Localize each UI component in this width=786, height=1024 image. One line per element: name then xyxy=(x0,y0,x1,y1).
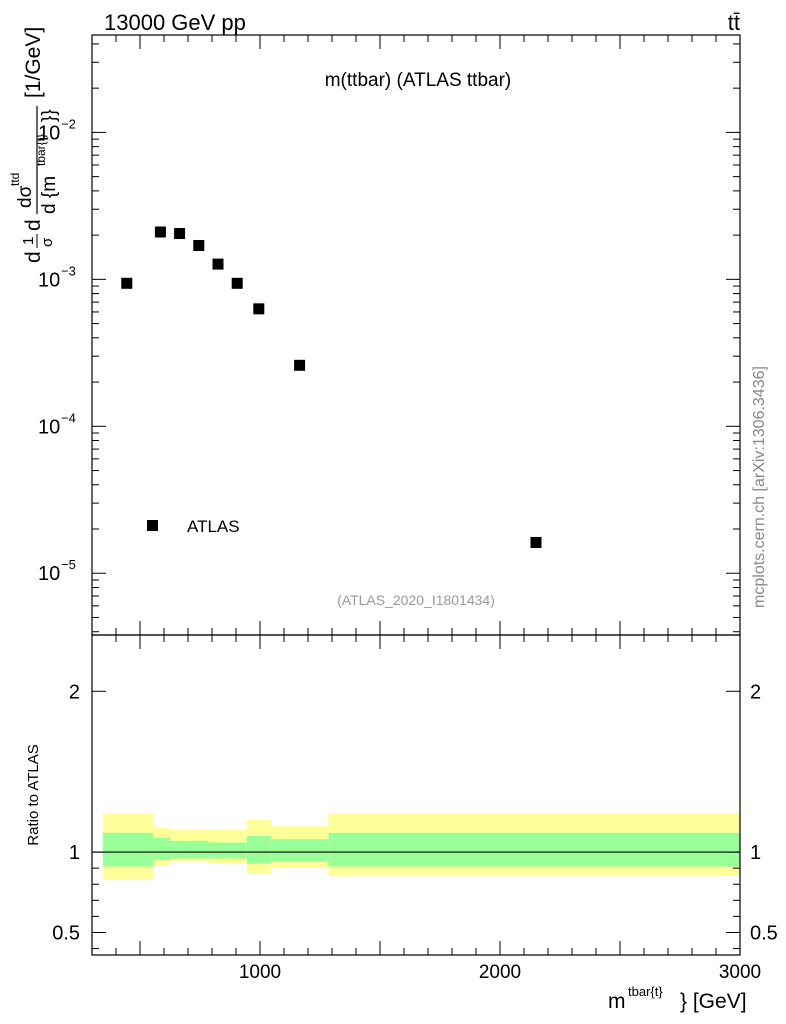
ratio-band-inner xyxy=(328,832,740,867)
ratio-band-inner xyxy=(208,842,228,859)
ratio-y-tick-labels: 0.5 0.5 1 1 2 2 xyxy=(52,681,778,944)
data-point xyxy=(121,277,133,289)
ratio-y-axis-label: Ratio to ATLAS xyxy=(25,744,42,845)
ratio-y-tick-label-right: 2 xyxy=(750,681,761,703)
main-y-tick-label-exponent: −4 xyxy=(61,410,76,425)
data-point xyxy=(231,277,243,289)
ratio-x-tick-label: 1000 xyxy=(239,962,281,983)
xlabel-base: m xyxy=(608,990,626,1013)
ratio-panel: 0.5 0.5 1 1 2 2 1000 2000 3000 Ratio to ATLAS m… xyxy=(25,634,778,1013)
data-point xyxy=(530,536,542,548)
side-watermark-text: mcplots.cern.ch [arXiv:1306.3436] xyxy=(751,366,768,608)
ratio-tick-marks xyxy=(92,635,741,955)
ratio-plot-frame xyxy=(91,634,741,956)
ratio-uncertainty-bands xyxy=(102,813,740,880)
xlabel-sup: tbar{t} xyxy=(628,984,663,999)
data-point xyxy=(212,258,224,270)
ratio-y-tick-label: 2 xyxy=(69,681,80,703)
main-y-tick-label: 10 xyxy=(38,563,60,585)
x-axis-label: m tbar{t} } [GeV] xyxy=(608,984,747,1013)
ratio-band-inner xyxy=(227,842,247,859)
analysis-id: (ATLAS_2020_I1801434) xyxy=(337,592,495,608)
main-y-tick-label: 10 xyxy=(38,269,60,291)
ylabel-frac2-num: dσ xyxy=(15,185,36,208)
ratio-x-tick-label: 3000 xyxy=(719,962,761,983)
legend-label-atlas: ATLAS xyxy=(187,517,240,536)
data-point xyxy=(154,226,166,238)
energy-label: 13000 GeV pp xyxy=(104,10,246,35)
main-y-tick-label: 10 xyxy=(38,122,60,144)
ylabel-d: d xyxy=(22,219,45,231)
main-y-tick-label-exponent: −2 xyxy=(61,116,76,131)
data-point xyxy=(294,359,306,371)
data-points xyxy=(121,226,542,548)
main-y-tick-label-exponent: −3 xyxy=(61,263,76,278)
process-label: tt̄ xyxy=(728,10,740,35)
main-y-tick-labels: 10−510−410−310−2 xyxy=(38,116,76,585)
data-point xyxy=(253,303,265,315)
ylabel-frac1-num: 1 xyxy=(20,237,37,245)
main-y-axis-label: d 1 σ d dσ ttd d {m tbar{t} }} [1/GeV] xyxy=(8,27,60,263)
ylabel-frac2-den-sup: tbar{t} xyxy=(34,134,48,166)
ratio-y-tick-label-right: 0.5 xyxy=(750,922,778,944)
ylabel-frac1-den: σ xyxy=(39,237,56,247)
main-y-tick-label: 10 xyxy=(38,416,60,438)
ratio-band-inner xyxy=(189,840,209,859)
ratio-band-inner xyxy=(270,839,329,862)
main-y-tick-label-exponent: −5 xyxy=(61,557,76,572)
ylabel-frac2-den: d {m xyxy=(39,176,60,214)
main-plot-frame xyxy=(91,34,741,636)
ratio-y-tick-label: 0.5 xyxy=(52,922,80,944)
ratio-x-tick-labels: 1000 2000 3000 xyxy=(239,962,761,983)
xlabel-tail: } [GeV] xyxy=(680,990,747,1013)
ylabel-frac2-den-close: }} xyxy=(39,109,60,122)
ylabel-units: [1/GeV] xyxy=(22,27,45,98)
ratio-y-tick-label: 1 xyxy=(69,842,80,864)
plot-title: m(ttbar) (ATLAS ttbar) xyxy=(325,70,512,91)
ratio-band-inner xyxy=(102,832,154,867)
ratio-x-tick-label: 2000 xyxy=(479,962,521,983)
ratio-band-inner xyxy=(153,837,170,861)
data-point xyxy=(193,239,205,251)
ylabel-lead-d: d xyxy=(22,251,45,263)
legend-marker-atlas xyxy=(147,520,158,531)
main-panel: 10−510−410−310−2 m(ttbar) (ATLAS ttbar) … xyxy=(8,27,741,636)
ratio-y-tick-label-right: 1 xyxy=(750,842,761,864)
data-point xyxy=(174,228,186,240)
ratio-band-inner xyxy=(246,836,271,864)
ylabel-frac2-num-sup: ttd xyxy=(8,173,22,186)
ratio-band-inner xyxy=(170,840,190,859)
main-tick-marks xyxy=(92,35,741,635)
